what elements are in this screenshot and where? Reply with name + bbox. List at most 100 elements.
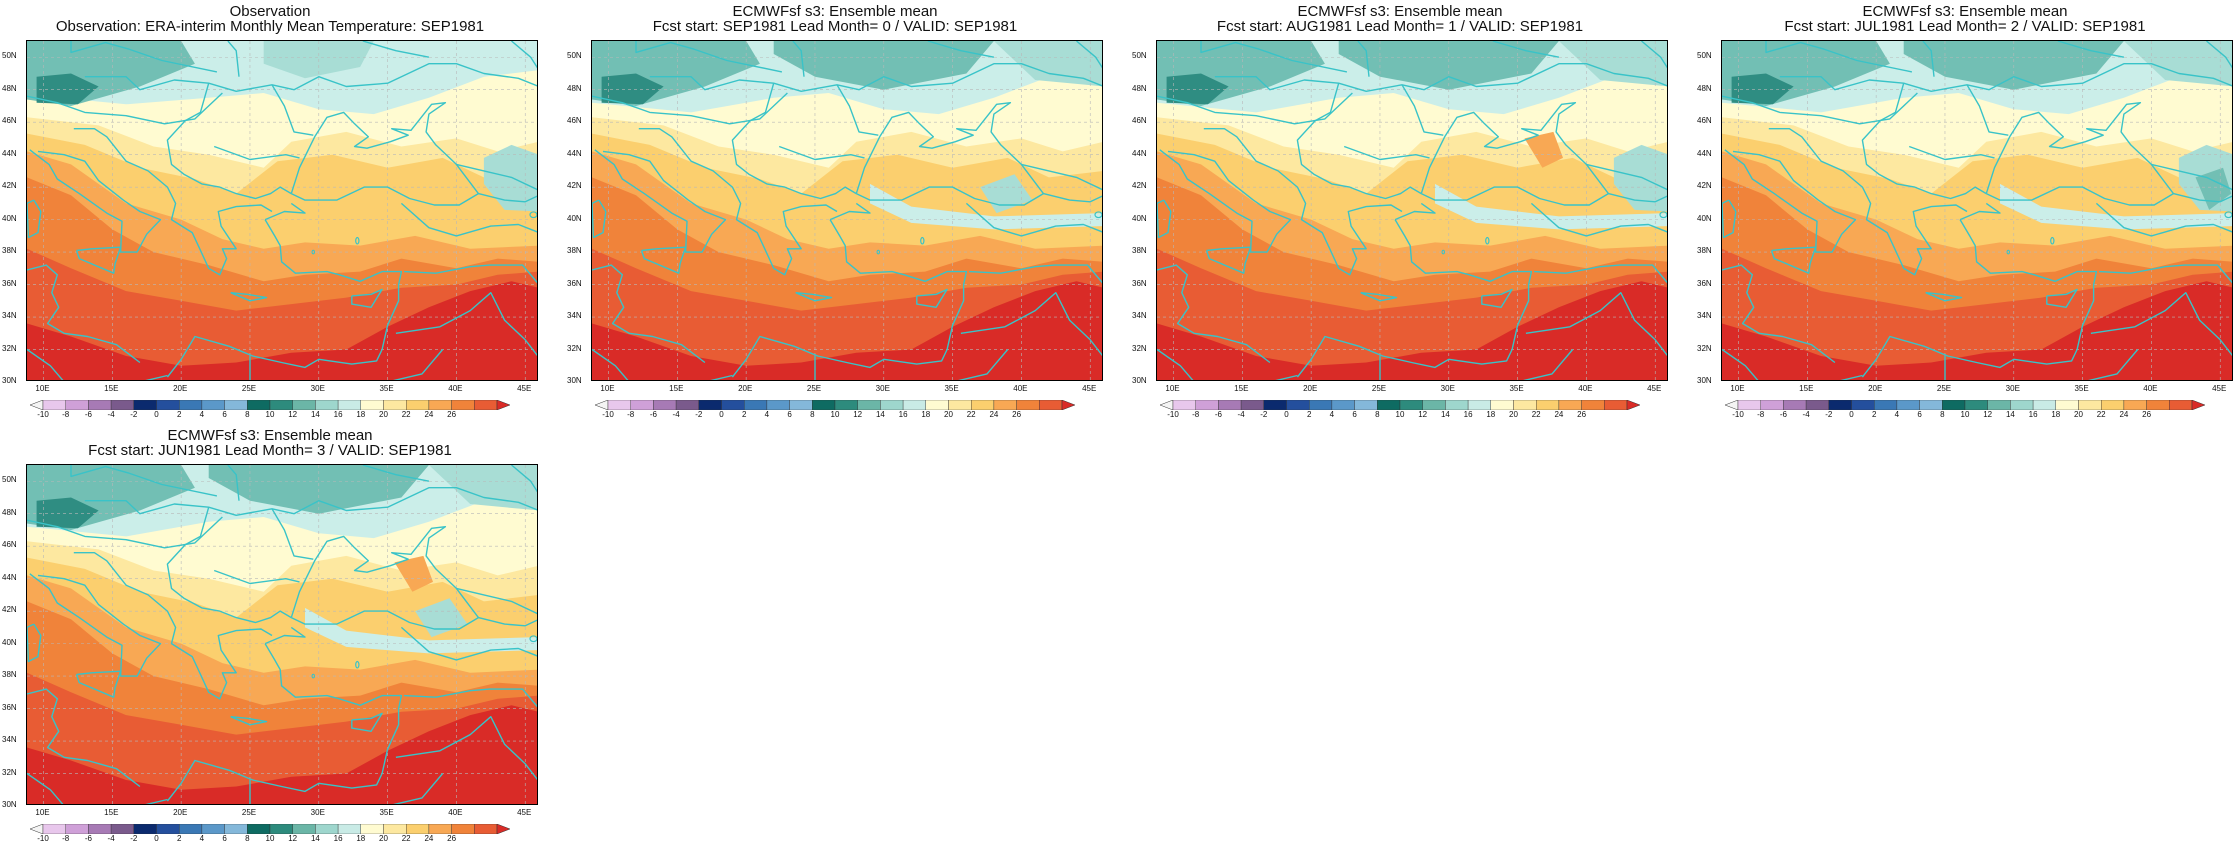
longitude-label: 20E [173, 808, 188, 817]
colorbar-tick-label: -2 [695, 410, 703, 419]
colorbar-swatch [88, 400, 112, 410]
colorbar-tick-label: 26 [447, 834, 457, 843]
colorbar-tick-label: 12 [853, 410, 863, 419]
longitude-label: 10E [35, 808, 50, 817]
patch-teal-dark [601, 73, 664, 105]
patch-teal-ne [2123, 41, 2232, 87]
colorbar-swatch [42, 400, 66, 410]
colorbar-tick-label: 24 [424, 410, 434, 419]
colorbar-tick-label: 0 [1849, 410, 1854, 419]
colorbar-swatch [110, 824, 134, 834]
longitude-label: 35E [379, 808, 394, 817]
colorbar-swatch [406, 824, 430, 834]
danube-border [213, 145, 300, 161]
colorbar-swatch [247, 824, 271, 834]
temperature-map [26, 40, 538, 381]
colorbar-tick-label: 2 [741, 410, 747, 419]
colorbar-tick-label: -10 [1167, 410, 1179, 419]
colorbar-swatch [269, 824, 293, 834]
colorbar-swatch [2032, 400, 2057, 410]
colorbar-tick-label: -2 [1825, 410, 1833, 419]
latitude-label: 42N [567, 181, 582, 191]
colorbar-tick-label: 22 [1531, 410, 1541, 419]
colorbar-tick-label: 8 [1940, 410, 1945, 419]
panel-title: ECMWFsf s3: Ensemble mean [1862, 3, 2068, 20]
libya-coast-south [1275, 374, 1298, 380]
colorbar-tick-label: 0 [1284, 410, 1289, 419]
jordan-border [2088, 349, 2139, 380]
latitude-label: 48N [567, 83, 582, 93]
longitude-label: 30E [1440, 384, 1455, 393]
colorbar-tick-label: 0 [154, 834, 159, 843]
colorbar-swatch [292, 400, 316, 410]
temperature-field [1722, 41, 2232, 380]
colorbar: -10 -8 -6 -4 -2 0 2 4 6 8 10 12 14 16 18 20 22 24 26 [1725, 400, 2205, 428]
lake-small [311, 673, 315, 679]
poland-border [227, 465, 240, 501]
iraq-border [395, 715, 537, 781]
longitude-label: 45E [517, 808, 532, 817]
colorbar-max-arrow [2191, 400, 2205, 410]
longitude-label: 15E [1799, 384, 1814, 393]
colorbar-swatch [428, 824, 452, 834]
colorbar-svg [595, 400, 1075, 410]
moldova-border [271, 508, 314, 560]
latitude-label: 42N [1697, 181, 1712, 191]
colorbar-swatch [1873, 400, 1898, 410]
balkan-coast [1203, 127, 1403, 276]
levant-africa-coast [1296, 219, 1533, 378]
latitude-label: 44N [1697, 148, 1712, 158]
colorbar-swatch [224, 824, 248, 834]
colorbar-tick-label: 12 [1983, 410, 1993, 419]
colorbar-tick-label: 2 [1306, 410, 1312, 419]
colorbar-tick-label: 12 [288, 410, 298, 419]
patch-teal-dark [1166, 73, 1229, 105]
danube-border [1343, 145, 1430, 161]
black-sea [855, 102, 1045, 206]
band-red [27, 281, 537, 380]
colorbar-swatch [201, 824, 225, 834]
black-sea [1420, 102, 1610, 206]
colorbar-min-arrow [30, 824, 44, 834]
colorbar-swatch [156, 824, 180, 834]
colorbar-swatch [1331, 400, 1355, 410]
colorbar-tick-label: 10 [1395, 410, 1405, 419]
latitude-label: 48N [1697, 83, 1712, 93]
colorbar-swatch [1422, 400, 1446, 410]
latitude-label: 36N [567, 278, 582, 288]
colorbar-swatch [1919, 400, 1943, 410]
panel-title: Observation [229, 3, 311, 20]
libya-coast-south [145, 798, 168, 804]
balkan-border [1861, 83, 1987, 200]
italy-coast [1724, 149, 1857, 253]
kazakh-border [511, 41, 537, 69]
latitude-label: 40N [2, 637, 17, 647]
latitude-label: 50N [2, 51, 17, 61]
lake-tuz [1485, 236, 1490, 245]
sicily [1770, 246, 1817, 274]
latitude-label: 38N [2, 670, 17, 680]
latitude-label: 40N [2, 213, 17, 223]
balkan-border [1296, 83, 1422, 200]
marmara [264, 626, 306, 645]
colorbar-swatch [2010, 400, 2034, 410]
colorbar-tick-label: 6 [1917, 410, 1922, 419]
longitude-label: 45E [1647, 384, 1662, 393]
colorbar-swatch [948, 400, 972, 410]
coastlines [27, 465, 537, 804]
panel-subtitle: Fcst start: AUG1981 Lead Month= 1 / VALI… [1216, 18, 1584, 35]
colorbar-tick-label: 22 [2096, 410, 2106, 419]
colorbar-swatch [315, 400, 339, 410]
map-panel: ECMWFsf s3: Ensemble mean Fcst start: SEP… [565, 0, 1105, 419]
colorbar-tick-label: -10 [602, 410, 614, 419]
colorbar-tick-label: 20 [379, 410, 388, 419]
longitude-label: 15E [1234, 384, 1249, 393]
colorbar-tick-label: 20 [379, 834, 388, 843]
coastlines [27, 41, 537, 380]
temperature-map [26, 464, 538, 805]
latitude-label: 48N [1132, 83, 1147, 93]
longitude-label: 10E [35, 384, 50, 393]
colorbar-max-arrow [496, 400, 510, 410]
longitude-label: 20E [1868, 384, 1883, 393]
latitude-label: 34N [1132, 311, 1147, 320]
